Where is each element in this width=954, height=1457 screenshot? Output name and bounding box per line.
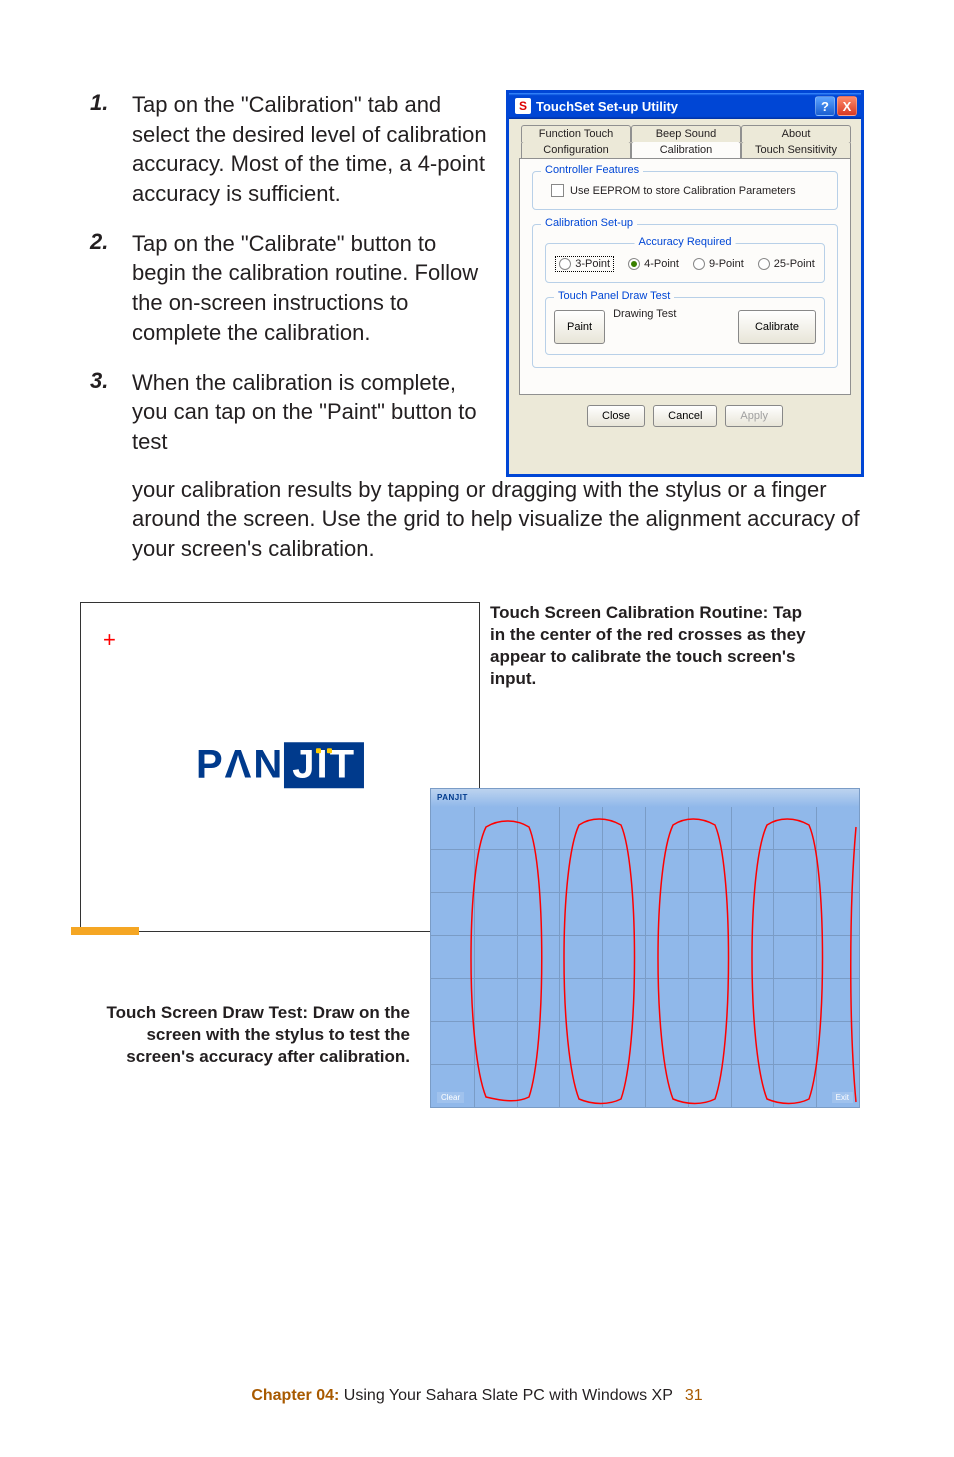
radio-label: 3-Point — [575, 258, 610, 270]
close-dialog-button[interactable]: Close — [587, 405, 645, 427]
chapter-title: Using Your Sahara Slate PC with Windows … — [339, 1387, 673, 1404]
draw-test-caption: Touch Screen Draw Test: Draw on the scre… — [80, 1002, 410, 1068]
page-number: 31 — [685, 1387, 703, 1404]
step-number: 3. — [90, 368, 132, 457]
paint-button[interactable]: Paint — [554, 310, 605, 344]
step-number: 2. — [90, 229, 132, 348]
radio-25point[interactable]: 25-Point — [758, 256, 815, 272]
step-2: 2. Tap on the "Calibrate" button to begi… — [90, 229, 488, 348]
paint-canvas: Clear Exit — [431, 807, 859, 1107]
logo-pan: PΛN — [196, 742, 284, 786]
calibrate-button[interactable]: Calibrate — [738, 310, 816, 344]
draw-strokes — [431, 807, 859, 1107]
calibration-cross-icon: + — [103, 627, 116, 653]
step-text: Tap on the "Calibration" tab and select … — [132, 90, 488, 209]
group-legend: Calibration Set-up — [541, 217, 637, 229]
tab-row-back: Function Touch Beep Sound About — [521, 125, 851, 142]
accuracy-required-group: Accuracy Required 3-Point 4-Point — [545, 243, 825, 283]
radio-label: 9-Point — [709, 258, 744, 270]
tab-row-front: Configuration Calibration Touch Sensitiv… — [521, 141, 851, 158]
radio-label: 25-Point — [774, 258, 815, 270]
tab-panel: Controller Features Use EEPROM to store … — [519, 158, 851, 395]
calibration-caption: Touch Screen Calibration Routine: Tap in… — [490, 602, 810, 690]
paint-test-figure: PANJIT Clear Exit — [430, 788, 860, 1108]
tab-calibration[interactable]: Calibration — [631, 141, 741, 158]
step-text: Tap on the "Calibrate" button to begin t… — [132, 229, 488, 348]
drawing-test-label: Drawing Test — [613, 308, 676, 320]
group-legend: Controller Features — [541, 164, 643, 176]
tab-about[interactable]: About — [741, 125, 851, 142]
eeprom-checkbox[interactable] — [551, 184, 564, 197]
step-1: 1. Tap on the "Calibration" tab and sele… — [90, 90, 488, 209]
tab-function-touch[interactable]: Function Touch — [521, 125, 631, 142]
group-legend: Accuracy Required — [635, 236, 736, 248]
help-button[interactable]: ? — [815, 96, 835, 116]
radio-9point[interactable]: 9-Point — [693, 256, 744, 272]
tab-touch-sensitivity[interactable]: Touch Sensitivity — [741, 141, 851, 158]
step-3: 3. When the calibration is complete, you… — [90, 368, 488, 457]
radio-label: 4-Point — [644, 258, 679, 270]
paint-exit-button[interactable]: Exit — [832, 1092, 853, 1103]
touch-panel-group: Touch Panel Draw Test Paint Drawing Test… — [545, 297, 825, 355]
dialog-footer: Close Cancel Apply — [519, 395, 851, 431]
step-text: When the calibration is complete, you ca… — [132, 368, 488, 457]
apply-button[interactable]: Apply — [725, 405, 783, 427]
chapter-label: Chapter 04: — [251, 1387, 339, 1404]
page-footer: Chapter 04: Using Your Sahara Slate PC w… — [0, 1387, 954, 1405]
cancel-button[interactable]: Cancel — [653, 405, 717, 427]
radio-3point[interactable]: 3-Point — [555, 256, 614, 272]
dialog-title: TouchSet Set-up Utility — [536, 99, 678, 114]
paint-header-label: PANJIT — [437, 793, 468, 802]
tab-configuration[interactable]: Configuration — [521, 141, 631, 158]
radio-4point[interactable]: 4-Point — [628, 256, 679, 272]
touchset-dialog: S TouchSet Set-up Utility ? X Function T… — [506, 90, 864, 477]
dialog-titlebar: S TouchSet Set-up Utility ? X — [509, 93, 861, 119]
tab-beep-sound[interactable]: Beep Sound — [631, 125, 741, 142]
app-icon: S — [515, 98, 531, 114]
step-number: 1. — [90, 90, 132, 209]
panjit-logo: PΛNJIT — [196, 742, 364, 787]
orange-accent — [71, 927, 139, 935]
paint-clear-button[interactable]: Clear — [437, 1092, 464, 1103]
group-legend: Touch Panel Draw Test — [554, 290, 674, 302]
controller-features-group: Controller Features Use EEPROM to store … — [532, 171, 838, 210]
step-3-continuation: your calibration results by tapping or d… — [132, 475, 864, 564]
close-button[interactable]: X — [837, 96, 857, 116]
eeprom-label: Use EEPROM to store Calibration Paramete… — [570, 185, 796, 197]
calibration-routine-figure: + PΛNJIT — [80, 602, 480, 932]
calibration-setup-group: Calibration Set-up Accuracy Required 3-P… — [532, 224, 838, 368]
